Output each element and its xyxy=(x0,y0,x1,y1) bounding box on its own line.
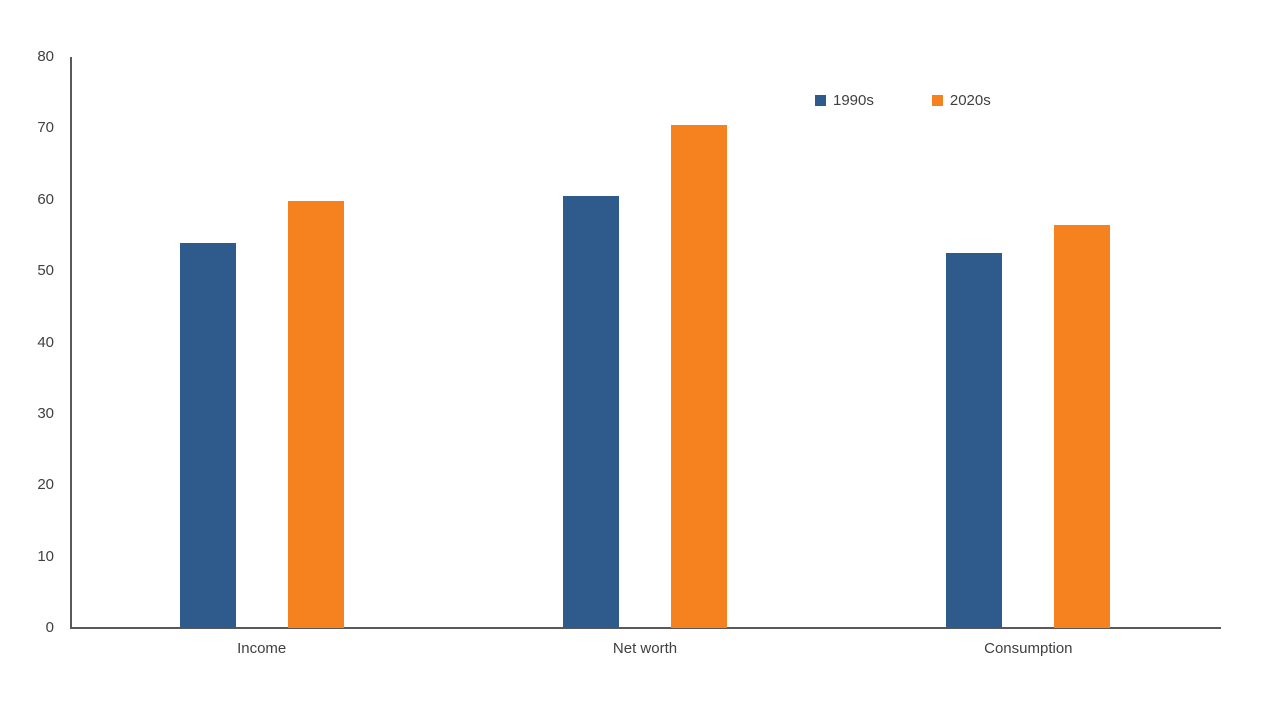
bar-group-income xyxy=(70,57,453,628)
legend-swatch-icon xyxy=(815,95,826,106)
x-axis-category-labels: Income Net worth Consumption xyxy=(70,640,1220,657)
bar-2020s-net-worth xyxy=(670,124,727,628)
x-category-label: Consumption xyxy=(984,640,1073,657)
y-axis-tick-labels: 0 10 20 30 40 50 60 70 80 xyxy=(0,48,62,636)
bar-2020s-income xyxy=(287,201,344,628)
y-tick-label: 40 xyxy=(37,333,54,351)
legend-item-1990s: 1990s xyxy=(815,92,874,109)
bar-1990s-income xyxy=(179,242,236,628)
plot-area xyxy=(70,57,1220,628)
x-category-label: Net worth xyxy=(612,640,678,657)
bar-1990s-consumption xyxy=(946,253,1003,628)
y-tick-label: 10 xyxy=(37,547,54,565)
y-axis-line xyxy=(70,57,72,629)
legend-label: 1990s xyxy=(833,92,874,109)
legend-label: 2020s xyxy=(949,92,991,109)
y-tick-label: 20 xyxy=(37,476,54,494)
x-axis-line xyxy=(70,627,1221,629)
x-category-label: Income xyxy=(237,640,287,657)
bar-1990s-net-worth xyxy=(562,196,619,628)
y-tick-label: 0 xyxy=(45,619,54,636)
bar-2020s-consumption xyxy=(1054,224,1111,628)
y-tick-label: 30 xyxy=(37,404,54,422)
bar-group-consumption xyxy=(837,57,1220,628)
legend-swatch-icon xyxy=(931,95,943,106)
chart-legend: 1990s 2020s xyxy=(815,92,991,109)
y-tick-label: 50 xyxy=(37,262,54,280)
y-tick-label: 80 xyxy=(37,48,54,65)
bar-group-net-worth xyxy=(453,57,836,628)
y-tick-label: 60 xyxy=(37,190,54,208)
y-tick-label: 70 xyxy=(37,119,54,137)
legend-item-2020s: 2020s xyxy=(931,92,991,109)
